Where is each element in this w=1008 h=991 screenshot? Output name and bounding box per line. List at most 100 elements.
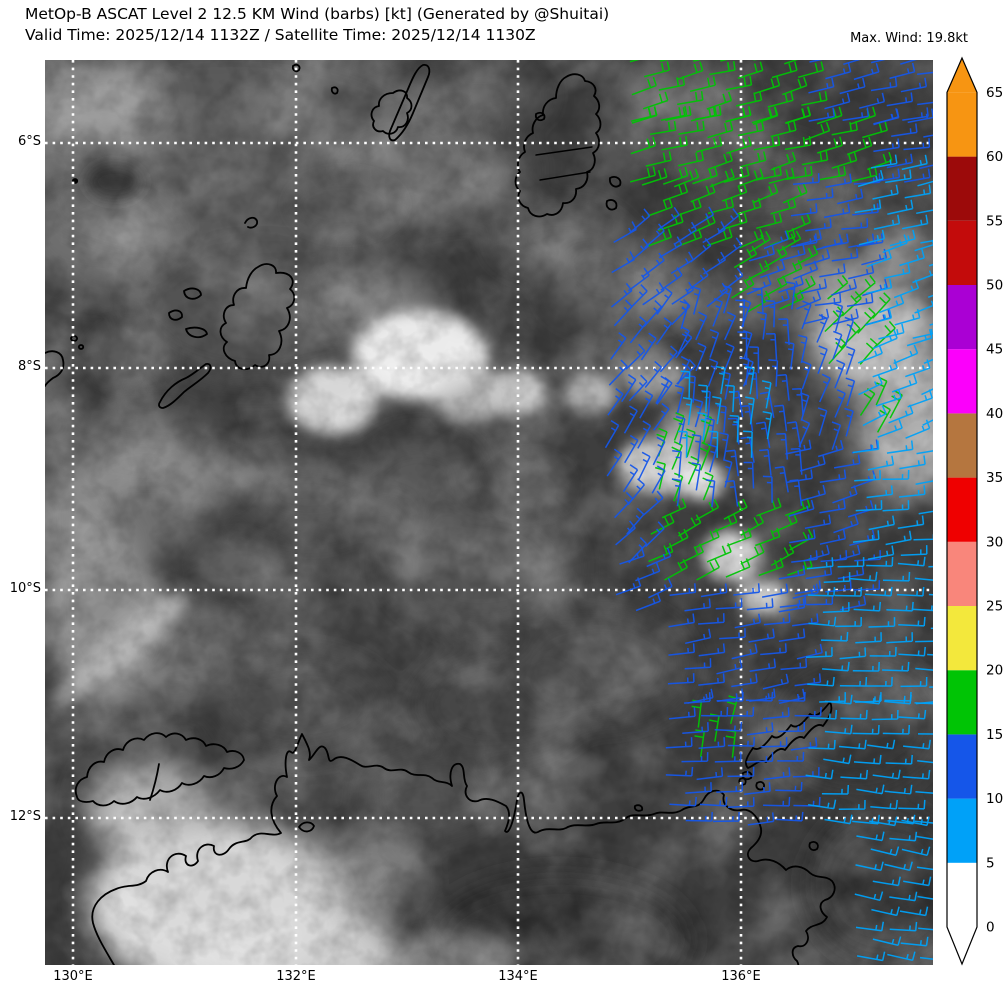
wind-barb-patch-10-15kt <box>665 691 822 826</box>
colorbar-tick-label: 55 <box>986 213 1003 229</box>
colorbar-segment-15-20 <box>947 670 977 735</box>
wind-barb-patch-10-15kt <box>873 108 933 183</box>
coastline-aru-main <box>514 73 602 218</box>
wind-barb-patch-10-15kt <box>667 583 823 705</box>
colorbar-tick-label: 30 <box>986 534 1003 550</box>
coastline-tiny-curl <box>291 63 301 73</box>
coastline-tanimbar-main <box>219 263 296 371</box>
wind-barb-patch-15-20kt <box>630 105 893 185</box>
wind-barbs-layer <box>604 60 933 962</box>
y-tick-label: 8°S <box>17 359 41 374</box>
coastline-islet <box>633 804 644 812</box>
figure-subtitle: Valid Time: 2025/12/14 1132Z / Satellite… <box>25 26 536 44</box>
colorbar-tick-label: 35 <box>986 470 1003 486</box>
coastline-australia-mainland <box>91 733 836 965</box>
max-wind-annotation: Max. Wind: 19.8kt <box>850 31 968 46</box>
wind-barb-patch-10-15kt <box>608 284 696 405</box>
colorbar-segment-50-55 <box>947 220 977 285</box>
wind-barb-patch-10-15kt <box>778 550 882 611</box>
coastline-tanimbar-islet <box>185 326 208 339</box>
wind-barb-patch-15-20kt <box>655 412 714 502</box>
colorbar-tick-label: 5 <box>986 855 995 871</box>
colorbar-segment-30-35 <box>947 477 977 542</box>
wind-barb-patch-5-10kt <box>854 816 933 962</box>
coastline-aru-channel <box>539 171 591 181</box>
wind-barb-patch-10-15kt <box>611 206 744 308</box>
colorbar-tick-label: 15 <box>986 727 1003 743</box>
colorbar-tick-label: 25 <box>986 599 1003 615</box>
colorbar-tick-label: 60 <box>986 149 1003 165</box>
wind-barb-patch-10-15kt <box>800 233 891 326</box>
cloud-texture-dark <box>45 60 933 965</box>
coastline-aru-islet <box>609 176 622 188</box>
wind-barb-patch-5-10kt <box>865 234 933 340</box>
colorbar-segment-35-40 <box>947 413 977 478</box>
coastline-aru-islet <box>605 199 618 211</box>
wind-barb-patch-5-10kt <box>805 694 933 825</box>
wind-barb-patch-15-20kt <box>648 497 814 581</box>
wind-barb-patch-15-20kt <box>629 60 828 125</box>
wind-barb-patch-15-20kt <box>641 167 812 249</box>
coastline-islet-dot <box>77 344 85 350</box>
colorbar-tick-label: 40 <box>986 406 1003 422</box>
coastline-kai-narrow <box>388 64 431 142</box>
colorbar: 0 5 10 15 20 25 30 35 40 45 50 55 60 65 <box>946 56 1003 966</box>
y-tick-label: 6°S <box>17 134 41 149</box>
colorbar-segment-40-45 <box>947 349 977 414</box>
colorbar-segment-25-30 <box>947 541 977 606</box>
colorbar-segment-45-50 <box>947 285 977 350</box>
wind-barb-patch-15-20kt <box>824 275 896 365</box>
coastline-selaru <box>158 362 212 409</box>
y-tick-label: 10°S <box>9 581 41 596</box>
colorbar-over-arrow <box>947 58 977 93</box>
y-tick-label: 12°S <box>9 809 41 824</box>
wind-barb-patch-5-10kt <box>857 329 933 439</box>
x-tick-label: 130°E <box>53 969 93 984</box>
coastline-tiny-hook <box>330 86 339 95</box>
figure-title: MetOp-B ASCAT Level 2 12.5 KM Wind (barb… <box>25 5 610 23</box>
colorbar-under-arrow <box>947 927 977 964</box>
wind-barb-patch-10-15kt <box>735 281 796 387</box>
colorbar-tick-label: 10 <box>986 791 1003 807</box>
wind-barb-patch-5-10kt <box>805 556 933 705</box>
colorbar-tick-label: 45 <box>986 342 1003 358</box>
coastline-gulf-island <box>298 821 315 833</box>
coastline-left-fragment <box>45 350 65 387</box>
coastline-tanimbar-islet <box>168 309 183 321</box>
coastline-islet <box>738 777 747 786</box>
colorbar-segment-60-65 <box>947 92 977 157</box>
x-tick-label: 132°E <box>276 969 316 984</box>
coastline-kai-blob <box>370 89 413 135</box>
coastline-tiwi-channel <box>149 763 160 801</box>
colorbar-segment-5-10 <box>947 798 977 863</box>
wind-barb-patch-10-15kt <box>725 372 804 507</box>
wind-barb-patch-10-15kt <box>677 284 754 387</box>
coastlines <box>45 63 836 965</box>
colorbar-tick-label: 50 <box>986 278 1003 294</box>
coastline-tiwi-islands <box>74 732 245 807</box>
colorbar-segment-0-5 <box>947 862 977 927</box>
coastline-islet <box>755 781 765 791</box>
colorbar-segment-10-15 <box>947 734 977 799</box>
coastline-tanimbar-islet <box>183 287 202 300</box>
coastline-aru-channel <box>535 146 593 156</box>
colorbar-tick-label: 20 <box>986 663 1003 679</box>
wind-barb-patch-5-10kt <box>677 365 773 458</box>
wind-barb-patch-10-15kt <box>746 229 822 310</box>
coastline-wessel-islands <box>745 701 833 769</box>
colorbar-tick-label: 0 <box>986 920 995 936</box>
x-tick-label: 136°E <box>721 969 761 984</box>
coastline-islet <box>808 841 819 851</box>
colorbar-tick-label: 65 <box>986 85 1003 101</box>
wind-barb-patch-10-15kt <box>790 173 884 249</box>
coastline-islet-dot <box>70 335 78 342</box>
wind-barb-patch-10-15kt <box>604 373 670 494</box>
wind-barb-patch-10-15kt <box>808 60 933 126</box>
coastline-aru-islet <box>534 111 546 122</box>
wind-barb-patch-5-10kt <box>852 440 933 560</box>
satellite-map <box>45 60 933 965</box>
colorbar-outline <box>946 56 978 966</box>
wind-barb-patch-10-15kt <box>798 300 856 451</box>
colorbar-segment-55-60 <box>947 156 977 221</box>
colorbar-segment-20-25 <box>947 606 977 671</box>
